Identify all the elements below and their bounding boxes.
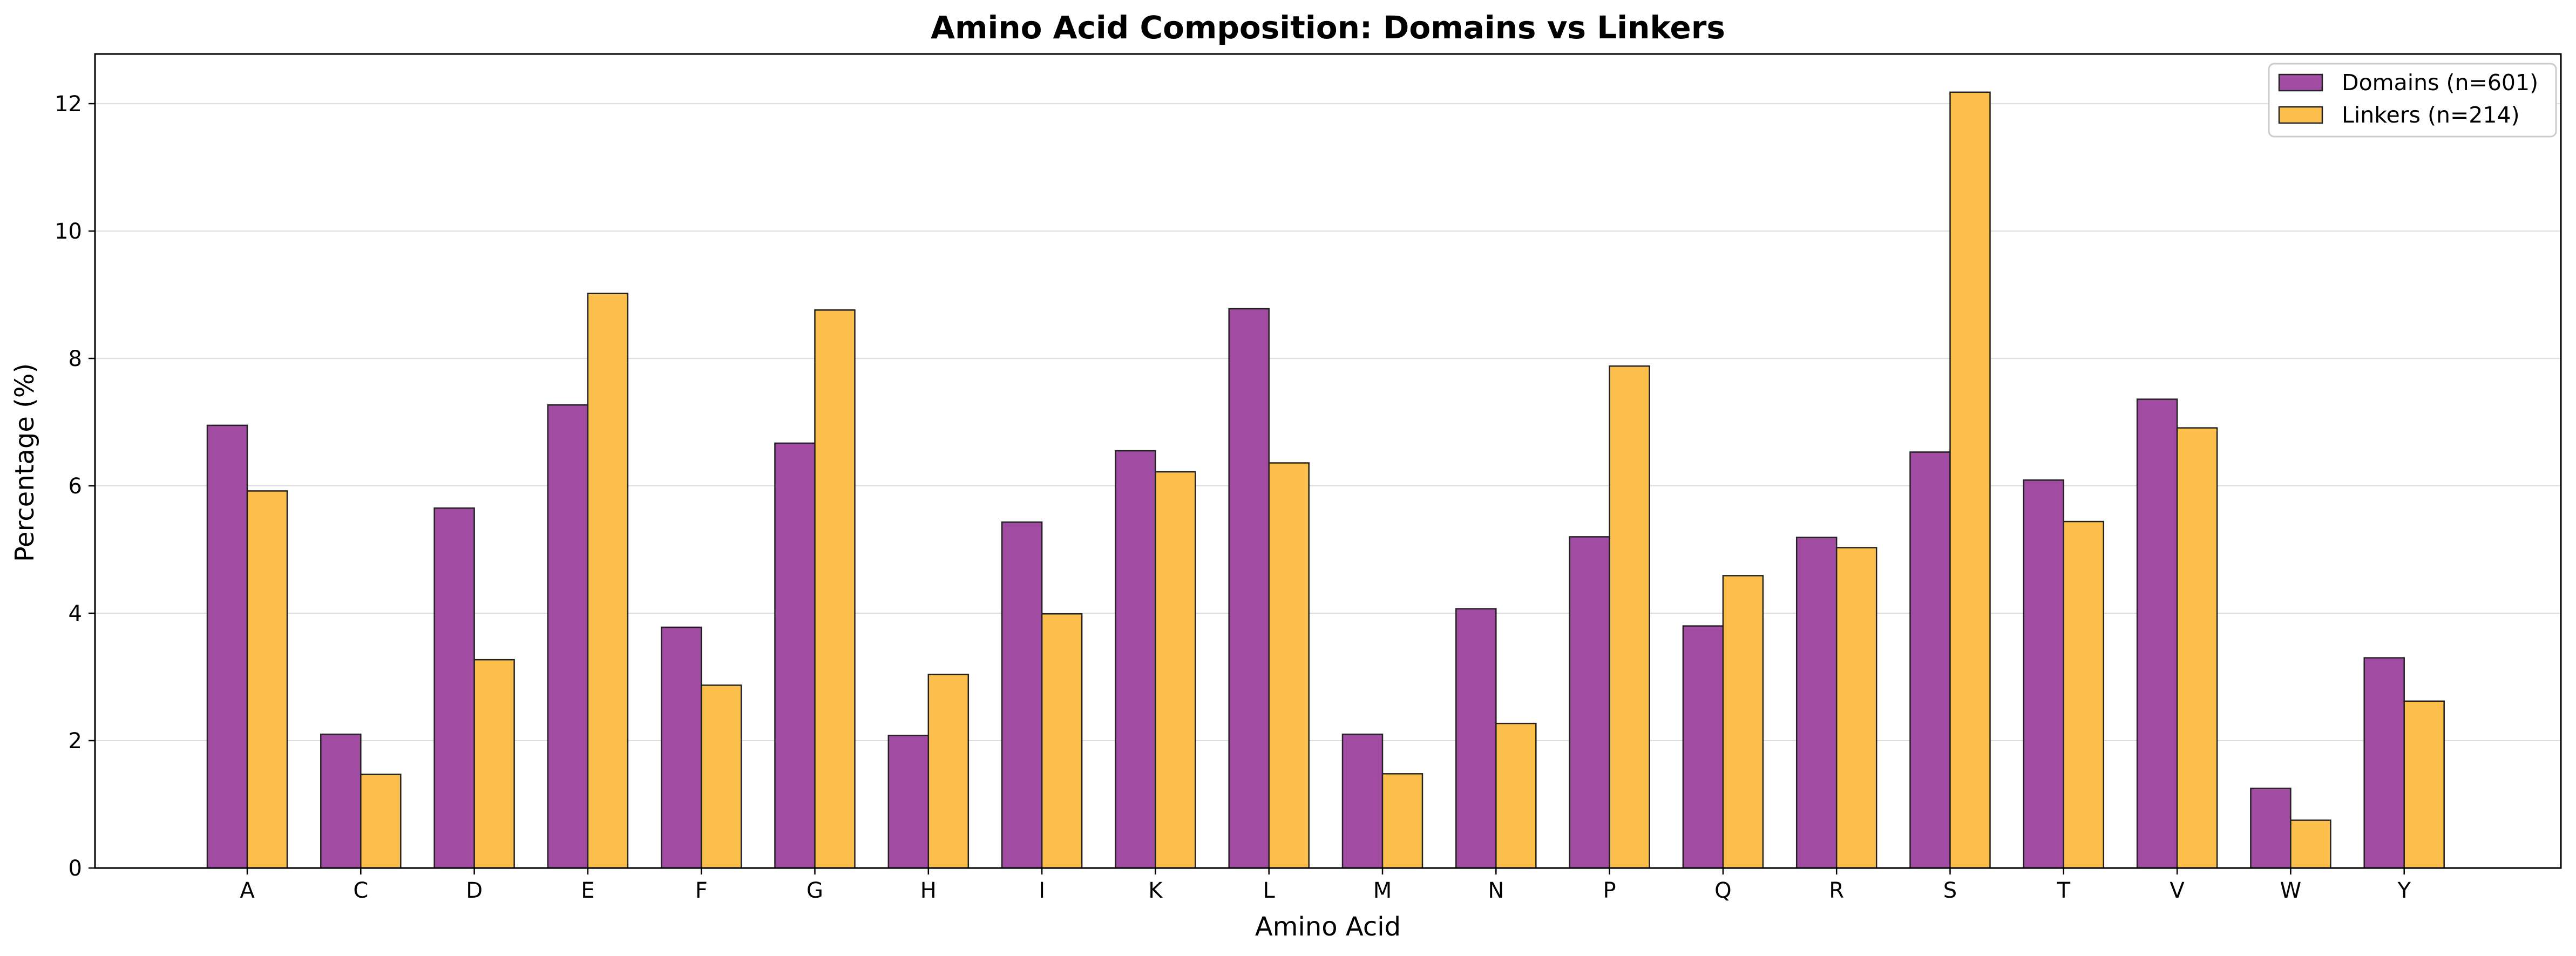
chart-title: Amino Acid Composition: Domains vs Linke… (931, 9, 1725, 46)
bar-domains-Y (2363, 657, 2405, 869)
legend-label-linkers: Linkers (n=214) (2342, 102, 2520, 128)
x-tick-label: M (1373, 878, 1392, 903)
x-tick-label: Y (2397, 878, 2411, 903)
bar-linkers-V (2176, 427, 2218, 869)
bar-domains-A (206, 424, 248, 869)
x-tick-label: F (695, 878, 708, 903)
y-tick-label: 12 (55, 92, 82, 117)
bar-domains-V (2136, 398, 2178, 869)
x-tick-label: W (2280, 878, 2302, 903)
x-tick-label: C (353, 878, 368, 903)
bar-linkers-R (1835, 547, 1877, 869)
bar-linkers-N (1495, 722, 1537, 869)
bar-linkers-C (360, 774, 402, 869)
y-ticks: 0 2 4 6 8 10 12 (55, 92, 95, 881)
bar-domains-L (1228, 308, 1270, 869)
bar-linkers-T (2063, 520, 2105, 869)
y-tick-label: 6 (69, 474, 82, 499)
bar-linkers-D (473, 659, 515, 869)
legend-label-domains: Domains (n=601) (2342, 70, 2538, 96)
x-tick-label: G (806, 878, 823, 903)
bar-domains-T (2023, 479, 2065, 869)
bar-domains-D (433, 507, 475, 869)
bar-linkers-G (814, 309, 856, 869)
bar-domains-N (1455, 608, 1497, 869)
x-tick-label: L (1263, 878, 1276, 903)
x-tick-label: E (581, 878, 594, 903)
x-tick-label: N (1488, 878, 1504, 903)
bar-domains-M (1341, 733, 1384, 869)
bar-linkers-F (700, 684, 742, 869)
y-tick-label: 2 (69, 729, 82, 754)
bar-linkers-L (1268, 462, 1310, 869)
bar-domains-S (1909, 451, 1951, 869)
x-tick-label: H (920, 878, 937, 903)
bar-domains-G (774, 442, 816, 869)
bar-linkers-S (1949, 91, 1991, 869)
legend-swatch-linkers (2278, 106, 2323, 124)
x-tick-label: T (2057, 878, 2071, 903)
bar-linkers-P (1609, 365, 1650, 869)
y-tick-label: 4 (69, 601, 82, 626)
bar-linkers-A (246, 490, 288, 869)
x-tick-label: R (1829, 878, 1844, 903)
bar-linkers-W (2290, 819, 2331, 869)
x-tick-label: K (1148, 878, 1163, 903)
y-axis-label: Percentage (%) (10, 363, 40, 562)
legend-box (2268, 63, 2557, 138)
y-tick-label: 10 (55, 219, 82, 244)
bar-linkers-K (1155, 471, 1196, 869)
plot-frame (94, 53, 2562, 869)
bar-domains-Q (1682, 625, 1724, 869)
bar-linkers-E (587, 293, 629, 869)
bar-domains-I (1001, 521, 1043, 869)
bar-linkers-Q (1722, 575, 1764, 869)
bar-domains-R (1795, 537, 1838, 869)
y-tick-label: 0 (69, 856, 82, 881)
legend-swatch-domains (2278, 73, 2323, 92)
x-axis-label: Amino Acid (1255, 912, 1401, 942)
bar-domains-F (660, 626, 702, 869)
bar-domains-E (547, 404, 589, 869)
bar-linkers-I (1041, 613, 1083, 869)
x-tick-label: Q (1714, 878, 1731, 903)
bar-linkers-Y (2403, 700, 2445, 869)
bar-domains-W (2250, 788, 2292, 869)
bar-domains-H (887, 735, 930, 869)
x-tick-label: D (466, 878, 483, 903)
x-tick-label: A (240, 878, 255, 903)
bar-linkers-M (1381, 773, 1423, 869)
bar-domains-C (320, 733, 362, 869)
bar-domains-K (1115, 450, 1156, 869)
bar-domains-P (1569, 536, 1610, 869)
y-tick-label: 8 (69, 347, 82, 371)
x-tick-label: I (1039, 878, 1045, 903)
bar-linkers-H (927, 674, 970, 869)
x-tick-label: V (2170, 878, 2185, 903)
legend: Domains (n=601) Linkers (n=214) (2268, 63, 2557, 138)
x-tick-label: S (1943, 878, 1957, 903)
x-tick-label: P (1603, 878, 1616, 903)
